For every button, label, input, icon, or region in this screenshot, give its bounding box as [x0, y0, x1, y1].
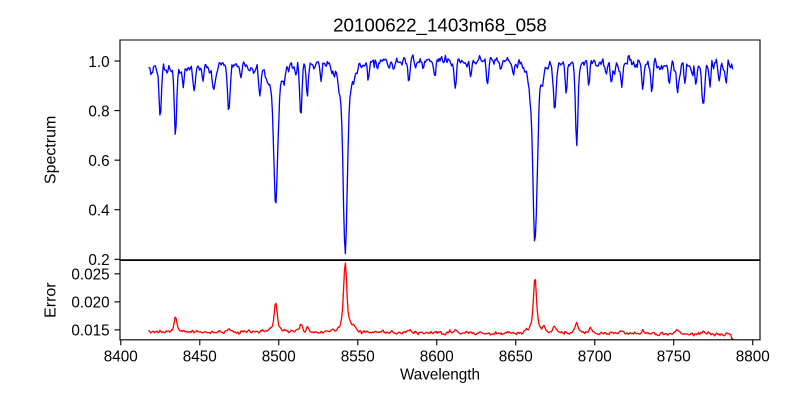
svg-text:Wavelength: Wavelength — [400, 366, 480, 383]
svg-text:0.8: 0.8 — [88, 103, 109, 120]
svg-text:8500: 8500 — [262, 348, 296, 365]
svg-text:0.020: 0.020 — [71, 295, 109, 312]
svg-text:0.015: 0.015 — [71, 323, 109, 340]
svg-text:Spectrum: Spectrum — [43, 116, 60, 184]
svg-text:20100622_1403m68_058: 20100622_1403m68_058 — [333, 15, 547, 37]
svg-text:8700: 8700 — [578, 348, 612, 365]
svg-text:8600: 8600 — [420, 348, 454, 365]
svg-text:8450: 8450 — [183, 348, 217, 365]
svg-text:Error: Error — [43, 282, 60, 318]
svg-text:8400: 8400 — [104, 348, 138, 365]
svg-text:8550: 8550 — [341, 348, 375, 365]
svg-text:0.6: 0.6 — [88, 153, 109, 170]
svg-text:8650: 8650 — [499, 348, 533, 365]
svg-text:0.4: 0.4 — [88, 203, 110, 220]
svg-text:0.025: 0.025 — [71, 267, 109, 284]
svg-text:0.2: 0.2 — [88, 252, 109, 269]
svg-text:8750: 8750 — [657, 348, 691, 365]
svg-text:1.0: 1.0 — [88, 54, 109, 71]
svg-text:8800: 8800 — [736, 348, 770, 365]
